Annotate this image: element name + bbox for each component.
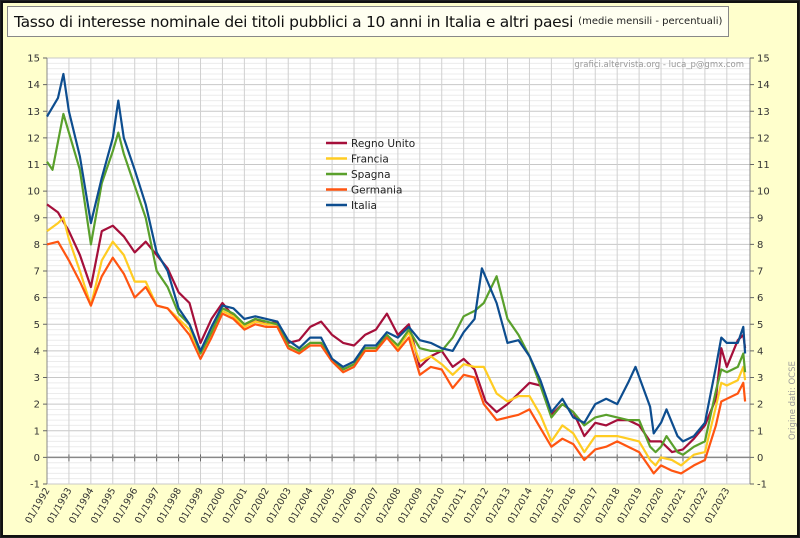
legend-label: Italia	[351, 200, 377, 212]
y-tick-label-left: 11	[27, 160, 40, 171]
y-tick-label-left: 14	[27, 80, 40, 91]
y-tick-label-right: 1	[757, 426, 763, 437]
series-line-italia	[46, 72, 747, 443]
y-tick-label-left: 8	[34, 240, 40, 251]
y-tick-label-left: 6	[34, 293, 40, 304]
chart-subtitle: (medie mensili - percentuali)	[578, 16, 723, 27]
series-line-regno-unito	[46, 203, 747, 454]
legend-label: Regno Unito	[351, 138, 415, 150]
y-tick-label-right: 12	[757, 133, 770, 144]
source-note: Origine dati: OCSE	[788, 361, 798, 440]
y-tick-label-right: 7	[757, 267, 763, 278]
legend-label: Spagna	[351, 169, 391, 181]
y-tick-label-left: 7	[34, 267, 40, 278]
title-box: Tasso di interesse nominale dei titoli p…	[7, 6, 730, 37]
y-tick-label-right: 10	[757, 187, 770, 198]
series-line-spagna	[46, 112, 747, 456]
y-tick-label-left: 1	[34, 426, 40, 437]
y-tick-label-right: 5	[757, 320, 763, 331]
y-tick-label-right: 9	[757, 213, 763, 224]
y-tick-label-left: 4	[34, 346, 40, 357]
watermark: grafici.altervista.org - luca_p@gmx.com	[574, 60, 744, 70]
y-tick-label-right: 13	[757, 107, 770, 118]
y-tick-label-left: 13	[27, 107, 40, 118]
y-tick-label-left: 2	[34, 400, 40, 411]
y-tick-label-right: 11	[757, 160, 770, 171]
y-tick-label-left: 0	[34, 453, 40, 464]
y-tick-label-right: 8	[757, 240, 763, 251]
series-lines	[46, 72, 747, 475]
y-tick-label-left: 12	[27, 133, 40, 144]
y-tick-label-left: 5	[34, 320, 40, 331]
y-tick-label-right: 4	[757, 346, 763, 357]
y-tick-label-right: 14	[757, 80, 770, 91]
legend-label: Francia	[351, 154, 389, 166]
y-tick-label-left: 3	[34, 373, 40, 384]
y-tick-label-left: 10	[27, 187, 40, 198]
y-tick-label-right: 6	[757, 293, 763, 304]
grid	[46, 57, 750, 485]
series-line-germania	[46, 240, 747, 475]
chart-title: Tasso di interesse nominale dei titoli p…	[14, 12, 574, 31]
y-tick-label-right: 15	[757, 54, 770, 65]
legend-label: Germania	[351, 185, 402, 197]
y-tick-label-left: 9	[34, 213, 40, 224]
y-tick-label-right: 2	[757, 400, 763, 411]
legend: Regno Unito Francia Spagna Germania Italia	[326, 138, 415, 212]
y-tick-label-left: -1	[30, 480, 40, 491]
y-tick-label-right: 0	[757, 453, 763, 464]
y-tick-label-right: -1	[757, 480, 767, 491]
y-tick-label-right: 3	[757, 373, 763, 384]
y-tick-label-left: 15	[27, 54, 40, 65]
